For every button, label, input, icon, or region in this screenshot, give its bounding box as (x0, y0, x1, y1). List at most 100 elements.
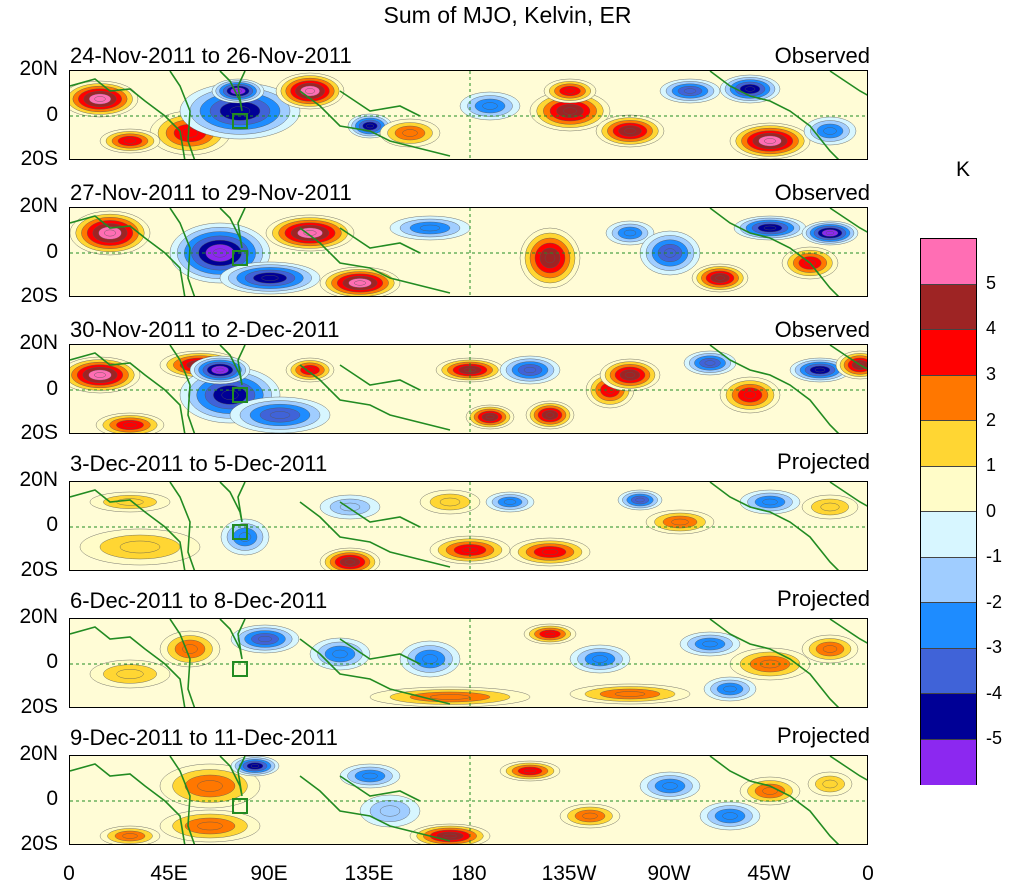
coastline (709, 619, 840, 707)
panel-5-status: Projected (777, 586, 870, 611)
anomaly-contour (704, 360, 716, 366)
anomaly-contour (238, 532, 252, 542)
panel-5-period: 6-Dec-2011 to 8-Dec-2011 (70, 588, 328, 613)
anomaly-contour (482, 102, 498, 110)
colorbar (920, 238, 977, 785)
colorbar-tick-m4: -4 (986, 683, 1003, 703)
colorbar-swatch (921, 466, 976, 512)
panel-4-map (69, 481, 868, 571)
anomaly-contour (722, 812, 738, 820)
anomaly-contour (743, 391, 757, 399)
panel-2-lat-0: 0 (46, 240, 58, 263)
anomaly-contour (439, 497, 461, 507)
anomaly-contour (582, 812, 598, 820)
coastline (829, 208, 867, 233)
region-box (232, 387, 248, 403)
anomaly-contour (814, 367, 826, 373)
coastline (219, 71, 246, 112)
coastline (219, 756, 246, 797)
anomaly-contour (744, 86, 756, 92)
coastline (70, 489, 186, 570)
lon-label-45w: 45W (747, 862, 791, 885)
anomaly-contour (623, 229, 637, 237)
coastline (219, 619, 246, 660)
coastline (829, 345, 867, 370)
region-box (232, 798, 248, 814)
anomaly-contour (563, 107, 577, 115)
anomaly-contour (715, 275, 725, 281)
anomaly-contour (820, 502, 840, 512)
coastline (219, 345, 246, 386)
coastline (299, 775, 451, 842)
colorbar-swatch (921, 648, 976, 694)
lon-label-45e: 45E (150, 862, 188, 885)
anomaly-contour (344, 559, 356, 565)
coastline (339, 775, 421, 802)
coastline (339, 227, 421, 254)
panel-1-status: Observed (774, 43, 870, 68)
colorbar-swatch (921, 330, 976, 376)
anomaly-contour (762, 787, 778, 795)
panel-6-lat-0: 0 (46, 787, 58, 810)
panel-2-map (69, 207, 868, 297)
anomaly-contour (104, 229, 116, 237)
colorbar-tick-m1: -1 (986, 546, 1003, 566)
anomaly-contour (257, 636, 272, 643)
panel-6-lat-20n: 20N (19, 742, 58, 765)
panel-3-lat-0: 0 (46, 377, 58, 400)
panel-6-lat-20s: 20S (20, 832, 58, 855)
panel-2-lat-20s: 20S (20, 284, 58, 307)
coastline (339, 638, 421, 665)
coastline (169, 756, 196, 844)
anomaly-contour (119, 540, 161, 554)
anomaly-contour (485, 414, 495, 420)
coastline (709, 756, 840, 844)
panel-1-lat-20n: 20N (19, 57, 58, 80)
region-box (232, 524, 248, 540)
coastline (829, 482, 867, 507)
anomaly-contour (261, 275, 279, 281)
anomaly-field (70, 71, 867, 159)
coastline (169, 71, 196, 159)
panel-5-lat-0: 0 (46, 650, 58, 673)
anomaly-contour (614, 691, 646, 697)
region-box (232, 113, 248, 129)
anomaly-contour (635, 497, 645, 503)
coastline (829, 619, 867, 644)
coastline (169, 619, 196, 707)
anomaly-contour (379, 805, 401, 817)
panel-3-lat-20s: 20S (20, 421, 58, 444)
lon-label-90w: 90W (647, 862, 691, 885)
anomaly-contour (503, 499, 517, 505)
colorbar-tick-m3: -3 (986, 637, 1003, 657)
panel-4-status: Projected (777, 449, 870, 474)
anomaly-contour (94, 96, 106, 102)
coastline (709, 208, 840, 296)
anomaly-field (70, 756, 867, 844)
coastline (339, 501, 421, 528)
anomaly-field (70, 482, 867, 570)
coastline (169, 482, 196, 570)
anomaly-contour (123, 138, 137, 144)
anomaly-contour (592, 655, 608, 663)
anomaly-contour (523, 367, 537, 374)
colorbar-tick-3: 3 (986, 364, 997, 384)
coastline (70, 215, 186, 296)
colorbar-swatch (921, 284, 976, 330)
anomaly-contour (671, 518, 689, 526)
anomaly-contour (429, 694, 471, 700)
anomaly-contour (354, 280, 366, 286)
coastline (339, 90, 421, 117)
panel-5-lat-20s: 20S (20, 695, 58, 718)
anomaly-contour (122, 833, 138, 839)
panel-3-map (69, 344, 868, 434)
anomaly-contour (822, 779, 838, 789)
lon-label-0-east: 0 (862, 862, 874, 885)
anomaly-contour (419, 224, 441, 232)
anomaly-contour (116, 669, 144, 679)
colorbar-swatch (921, 739, 976, 785)
anomaly-contour (683, 88, 697, 94)
anomaly-contour (250, 764, 260, 768)
anomaly-contour (221, 390, 239, 400)
panel-2-lat-20n: 20N (19, 194, 58, 217)
